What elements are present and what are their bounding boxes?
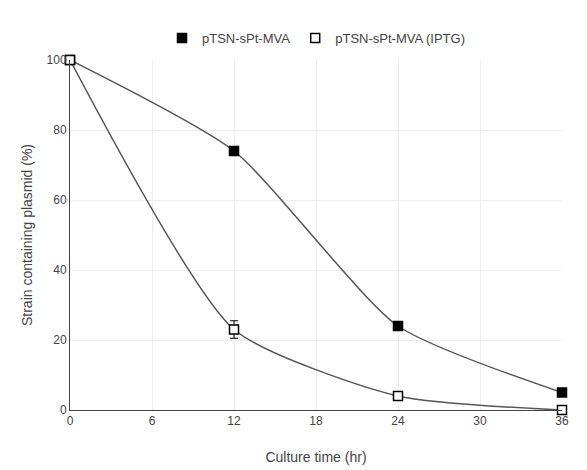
svg-text:6: 6: [149, 414, 156, 428]
svg-text:12: 12: [227, 414, 241, 428]
svg-text:40: 40: [53, 263, 67, 277]
svg-text:100: 100: [47, 53, 67, 67]
svg-text:20: 20: [53, 333, 67, 347]
svg-text:0: 0: [67, 414, 74, 428]
svg-text:30: 30: [473, 414, 487, 428]
svg-text:80: 80: [53, 123, 67, 137]
svg-text:36: 36: [555, 414, 569, 428]
svg-text:pTSN-sPt-MVA (IPTG): pTSN-sPt-MVA (IPTG): [335, 31, 465, 46]
svg-text:Strain containing plasmid (%): Strain containing plasmid (%): [19, 144, 35, 326]
svg-text:pTSN-sPt-MVA: pTSN-sPt-MVA: [202, 31, 290, 46]
svg-text:0: 0: [60, 403, 67, 417]
svg-text:60: 60: [53, 193, 67, 207]
svg-text:Culture time (hr): Culture time (hr): [265, 449, 366, 465]
svg-text:24: 24: [391, 414, 405, 428]
svg-text:18: 18: [309, 414, 323, 428]
